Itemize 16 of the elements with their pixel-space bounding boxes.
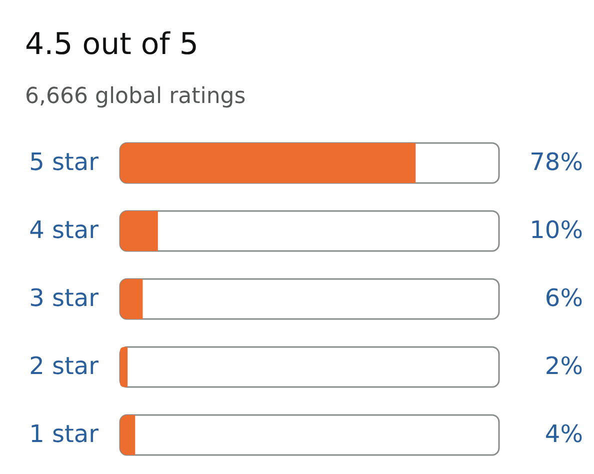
chart-subtitle: 6,666 global ratings [25,84,246,109]
data-label: 10% [530,216,583,244]
bar [120,210,158,252]
data-label: 4% [544,420,583,448]
y-tick-label: 5 star [29,148,99,176]
y-tick-label: 1 star [29,420,99,448]
y-tick-label: 4 star [29,216,99,244]
chart-title: 4.5 out of 5 [25,27,198,62]
data-label: 2% [544,352,583,380]
data-label: 78% [530,148,583,176]
bar [120,414,136,456]
bar [120,278,143,320]
y-tick-label: 2 star [29,352,99,380]
bar [120,346,128,388]
y-tick-label: 3 star [29,284,99,312]
data-label: 6% [544,284,583,312]
